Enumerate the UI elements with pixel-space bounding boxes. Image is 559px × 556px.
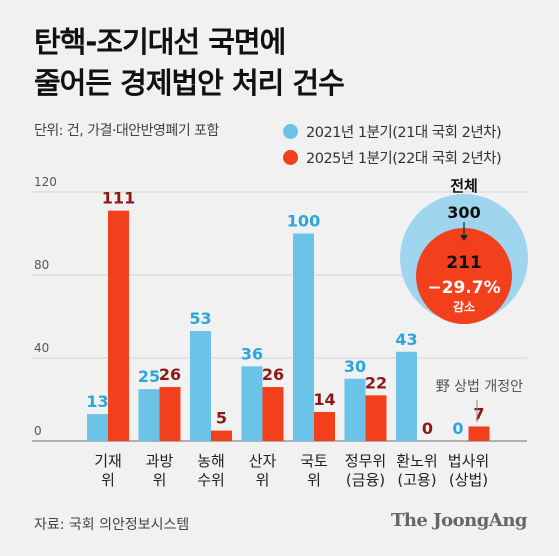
value-label-2025-2: 5 [216,409,227,428]
bar-2021-4 [293,233,314,441]
y-tick-label: 120 [34,175,57,189]
summary-change-label: 감소 [453,299,475,314]
annotation-text: 野 상법 개정안 [436,379,523,395]
value-label-2021-4: 100 [287,212,320,231]
bar-2025-4 [314,411,335,441]
chart-title: 탄핵-조기대선 국면에 줄어든 경제법안 처리 건수 [34,22,345,104]
chart-title-line1: 탄핵-조기대선 국면에 [34,25,286,59]
summary-circle-after [416,228,512,324]
legend-item-2021: 2021년 1분기(21대 국회 2년차) [283,118,502,144]
unit-note: 단위: 건, 가결·대안반영폐기 포함 [34,123,219,139]
bar-2021-6 [396,351,417,441]
category-label-7: 법사위 (상법) [447,452,490,489]
value-label-2021-6: 43 [395,330,417,349]
summary-before: 300 [447,203,480,222]
category-label-6: 환노위 (고용) [396,452,438,489]
category-label-5: 정무위 (금융) [344,452,387,489]
bar-2021-0 [87,414,108,441]
value-label-2021-5: 30 [344,357,366,376]
value-label-2021-2: 53 [189,309,211,328]
value-label-2021-7: 0 [452,419,463,438]
bar-2021-3 [241,366,263,441]
value-label-2025-6: 0 [422,419,433,438]
legend-item-2025: 2025년 1분기(22대 국회 2년차) [283,144,502,170]
category-label-0: 기재 위 [94,452,122,489]
bar-2025-0 [108,210,129,441]
value-label-2025-3: 26 [262,365,284,384]
bar-2025-7 [468,426,490,441]
summary-arrow-head [460,235,468,241]
category-label-1: 과방 위 [145,452,174,489]
category-label-3: 산자 위 [248,452,277,489]
bar-2021-1 [138,389,160,441]
value-label-2025-7: 7 [473,404,484,423]
bar-2025-1 [159,387,181,441]
y-tick-label: 40 [34,341,49,355]
bar-2025-2 [211,430,232,441]
source-note: 자료: 국회 의안정보시스템 [34,517,190,533]
summary-label: 전체 [450,177,478,195]
value-label-2025-1: 26 [159,365,181,384]
summary-after: 211 [446,253,482,273]
value-label-2025-5: 22 [365,373,387,392]
category-label-2: 농해 수위 [197,452,225,489]
value-label-2025-0: 111 [102,189,135,208]
value-label-2021-3: 36 [241,344,263,363]
category-label-4: 국토 위 [300,452,328,489]
value-label-2025-4: 14 [313,390,335,409]
y-tick-label: 80 [34,258,49,272]
value-label-2021-1: 25 [138,367,160,386]
bar-2025-5 [365,395,387,441]
summary-change: −29.7% [427,278,500,298]
chart-title-line2: 줄어든 경제법안 처리 건수 [34,66,345,100]
bar-2021-5 [344,378,366,441]
summary-circle-group: 전체 300 211 −29.7% 감소 [400,177,528,324]
bar-2025-3 [262,387,284,441]
legend-label-2021: 2021년 1분기(21대 국회 2년차) [306,124,502,141]
value-label-2021-0: 13 [86,392,108,411]
bar-2021-2 [190,331,211,441]
legend-label-2025: 2025년 1분기(22대 국회 2년차) [306,150,502,167]
legend: 2021년 1분기(21대 국회 2년차) 2025년 1분기(22대 국회 2… [283,118,502,170]
y-tick-label: 0 [34,424,42,438]
brand-logo: The JoongAng [390,510,528,531]
legend-swatch-2025 [283,149,298,165]
legend-swatch-2021 [283,123,298,139]
